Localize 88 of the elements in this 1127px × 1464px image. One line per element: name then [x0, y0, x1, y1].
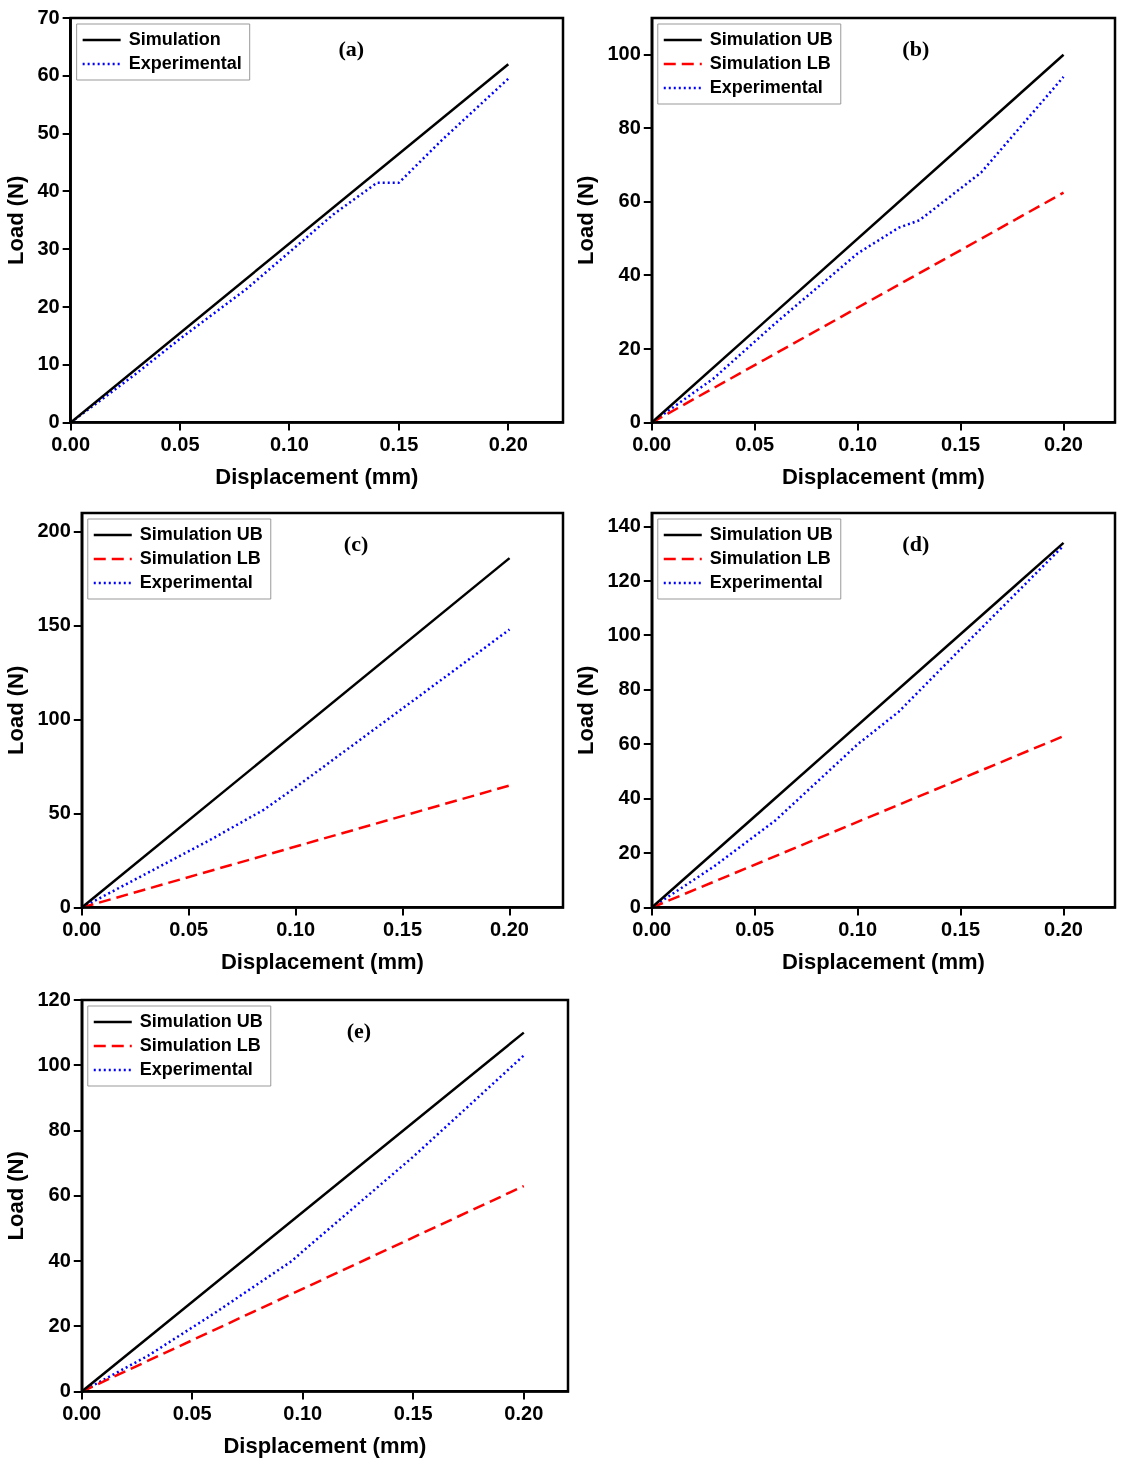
legend-label: Simulation UB	[139, 523, 263, 544]
legend-label: Experimental	[128, 52, 242, 73]
y-tick-label: 0	[48, 410, 60, 433]
x-tick-label: 0.00	[51, 433, 91, 456]
y-tick-label: 40	[37, 178, 60, 201]
annotation: (e)	[346, 1017, 372, 1043]
x-tick-label: 0.00	[62, 1402, 102, 1425]
y-tick-label: 100	[607, 42, 641, 65]
legend-label: Simulation LB	[709, 547, 831, 568]
annotation: (c)	[343, 530, 369, 556]
x-tick-label: 0.15	[379, 433, 419, 456]
annotation: (a)	[338, 35, 365, 61]
x-tick-label: 0.05	[172, 1402, 212, 1425]
annotation: (b)	[902, 35, 930, 61]
legend-label: Simulation UB	[709, 523, 833, 544]
legend-label: Simulation UB	[139, 1010, 263, 1031]
y-tick-label: 80	[618, 115, 641, 138]
x-axis-title: Displacement (mm)	[223, 1432, 427, 1458]
x-tick-label: 0.15	[393, 1402, 433, 1425]
legend-label: Simulation LB	[709, 52, 831, 73]
y-tick-label: 20	[618, 840, 641, 863]
y-tick-label: 40	[618, 262, 641, 285]
legend-label: Experimental	[709, 76, 823, 97]
legend-label: Simulation UB	[709, 28, 833, 49]
x-tick-label: 0.20	[490, 918, 529, 941]
x-tick-label: 0.15	[941, 433, 981, 456]
x-axis-title: Displacement (mm)	[781, 463, 985, 489]
x-tick-label: 0.10	[838, 433, 878, 456]
y-tick-label: 50	[48, 801, 71, 824]
y-tick-label: 120	[607, 568, 641, 591]
y-tick-label: 200	[37, 519, 71, 542]
y-tick-label: 0	[59, 1379, 71, 1402]
x-tick-label: 0.00	[62, 918, 102, 941]
x-tick-label: 0.20	[488, 433, 528, 456]
x-tick-label: 0.05	[735, 433, 775, 456]
y-tick-label: 100	[37, 707, 71, 730]
y-tick-label: 50	[37, 121, 60, 144]
x-tick-label: 0.20	[1044, 433, 1083, 456]
legend-label: Experimental	[709, 571, 823, 592]
y-tick-label: 40	[618, 786, 641, 809]
y-tick-label: 70	[37, 5, 60, 28]
x-tick-label: 0.05	[160, 433, 200, 456]
y-tick-label: 60	[618, 189, 641, 212]
y-axis-title: Load (N)	[573, 175, 599, 265]
legend-label: Simulation LB	[139, 1034, 261, 1055]
y-tick-label: 60	[37, 63, 60, 86]
y-axis-title: Load (N)	[573, 665, 599, 755]
y-tick-label: 150	[37, 613, 71, 636]
y-tick-label: 80	[48, 1118, 71, 1141]
y-tick-label: 100	[37, 1052, 71, 1075]
x-tick-label: 0.10	[838, 918, 878, 941]
x-tick-label: 0.15	[941, 918, 981, 941]
y-tick-label: 0	[629, 410, 641, 433]
legend-label: Simulation LB	[139, 547, 261, 568]
y-tick-label: 20	[48, 1313, 71, 1336]
y-tick-label: 20	[618, 336, 641, 359]
y-axis-title: Load (N)	[3, 175, 29, 265]
y-tick-label: 10	[37, 352, 60, 375]
x-tick-label: 0.05	[169, 918, 209, 941]
legend-label: Experimental	[139, 571, 253, 592]
x-tick-label: 0.10	[276, 918, 316, 941]
y-tick-label: 120	[37, 987, 71, 1010]
y-axis-title: Load (N)	[3, 1151, 29, 1241]
y-tick-label: 0	[59, 895, 71, 918]
y-tick-label: 140	[607, 514, 641, 537]
x-tick-label: 0.20	[1044, 918, 1083, 941]
x-axis-title: Displacement (mm)	[215, 463, 419, 489]
annotation: (d)	[902, 530, 930, 556]
x-tick-label: 0.15	[383, 918, 423, 941]
y-tick-label: 100	[607, 622, 641, 645]
x-axis-title: Displacement (mm)	[220, 948, 424, 974]
y-tick-label: 40	[48, 1248, 71, 1271]
x-tick-label: 0.10	[283, 1402, 323, 1425]
y-tick-label: 30	[37, 236, 60, 259]
x-tick-label: 0.20	[504, 1402, 544, 1425]
y-tick-label: 60	[618, 731, 641, 754]
y-tick-label: 0	[629, 895, 641, 918]
x-axis-title: Displacement (mm)	[781, 948, 985, 974]
y-axis-title: Load (N)	[3, 665, 29, 755]
legend-label: Experimental	[139, 1058, 253, 1079]
x-tick-label: 0.00	[632, 433, 672, 456]
legend-label: Simulation	[128, 28, 221, 49]
y-tick-label: 60	[48, 1183, 71, 1206]
x-tick-label: 0.05	[735, 918, 775, 941]
x-tick-label: 0.10	[270, 433, 309, 456]
x-tick-label: 0.00	[632, 918, 672, 941]
y-tick-label: 20	[37, 294, 60, 317]
y-tick-label: 80	[618, 677, 641, 700]
